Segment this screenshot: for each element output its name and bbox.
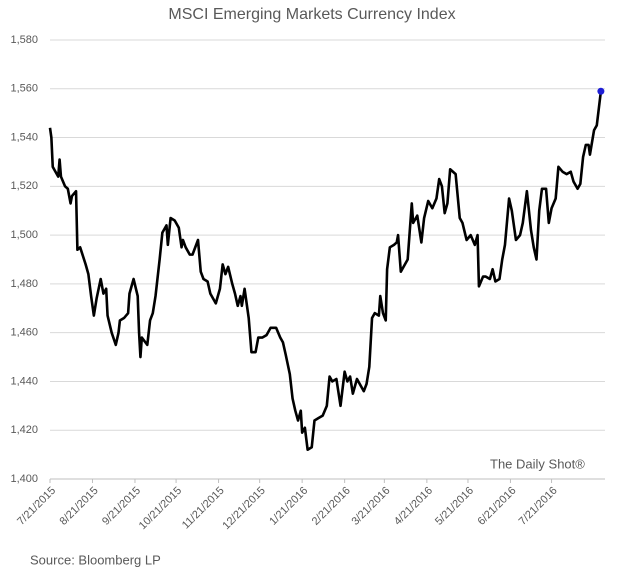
y-tick-label: 1,440: [10, 375, 38, 387]
y-tick-label: 1,480: [10, 278, 38, 290]
x-tick-label: 9/21/2015: [100, 485, 143, 528]
x-tick-label: 12/21/2015: [220, 485, 267, 532]
x-tick-label: 3/21/2016: [349, 485, 392, 528]
line: [48, 91, 603, 452]
y-tick-label: 1,520: [10, 180, 38, 192]
x-tick-label: 4/21/2016: [392, 485, 435, 528]
y-tick-label: 1,400: [10, 473, 38, 485]
x-tick-label: 10/21/2015: [137, 485, 184, 532]
x-tick-label: 8/21/2015: [58, 485, 101, 528]
x-tick-label: 11/21/2015: [180, 485, 227, 532]
source: Source: Bloomberg LP: [30, 552, 161, 567]
y-tick-label: 1,420: [10, 424, 38, 436]
x-tick-label: 5/21/2016: [433, 485, 476, 528]
y-tick-label: 1,560: [10, 83, 38, 95]
y-tick-label: 1,460: [10, 327, 38, 339]
chart-title: MSCI Emerging Markets Currency Index: [168, 6, 455, 23]
watermark: The Daily Shot®: [490, 456, 585, 471]
x-tick-label: 6/21/2016: [476, 485, 519, 528]
y-tick-label: 1,580: [10, 34, 38, 46]
x-tick-label: 7/21/2016: [517, 485, 560, 528]
y-tick-label: 1,540: [10, 131, 38, 143]
last-point: [597, 87, 605, 95]
x-tick-label: 1/21/2016: [267, 485, 310, 528]
y-tick-label: 1,500: [10, 229, 38, 241]
x-tick-label: 7/21/2015: [15, 485, 58, 528]
x-tick-label: 2/21/2016: [310, 485, 353, 528]
